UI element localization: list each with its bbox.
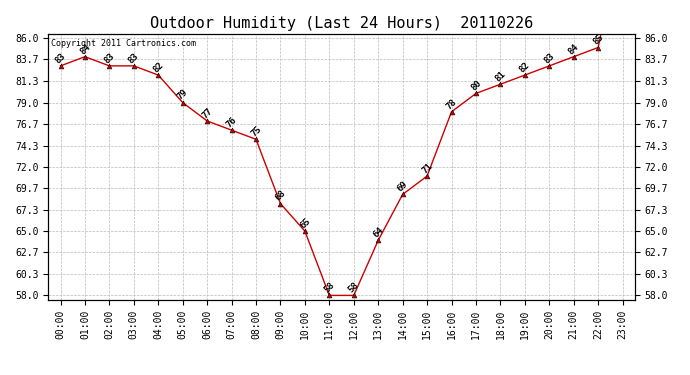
Text: 78: 78 xyxy=(444,97,459,111)
Text: 82: 82 xyxy=(518,60,532,74)
Text: 84: 84 xyxy=(78,42,92,56)
Text: 79: 79 xyxy=(176,88,190,102)
Text: 68: 68 xyxy=(273,189,288,203)
Text: 64: 64 xyxy=(371,226,385,240)
Text: 76: 76 xyxy=(225,116,239,129)
Text: 83: 83 xyxy=(102,51,117,65)
Text: 65: 65 xyxy=(298,216,312,230)
Text: 83: 83 xyxy=(54,51,68,65)
Text: 77: 77 xyxy=(200,106,214,120)
Text: 82: 82 xyxy=(151,60,166,74)
Text: 58: 58 xyxy=(322,280,336,295)
Text: 85: 85 xyxy=(591,33,605,47)
Title: Outdoor Humidity (Last 24 Hours)  20110226: Outdoor Humidity (Last 24 Hours) 2011022… xyxy=(150,16,533,31)
Text: Copyright 2011 Cartronics.com: Copyright 2011 Cartronics.com xyxy=(51,39,196,48)
Text: 75: 75 xyxy=(249,124,263,138)
Text: 83: 83 xyxy=(127,51,141,65)
Text: 81: 81 xyxy=(493,69,507,84)
Text: 69: 69 xyxy=(395,180,410,194)
Text: 84: 84 xyxy=(566,42,581,56)
Text: 71: 71 xyxy=(420,161,434,175)
Text: 98: 98 xyxy=(0,374,1,375)
Text: 83: 83 xyxy=(542,51,556,65)
Text: 58: 58 xyxy=(347,280,361,295)
Text: 80: 80 xyxy=(469,79,483,93)
